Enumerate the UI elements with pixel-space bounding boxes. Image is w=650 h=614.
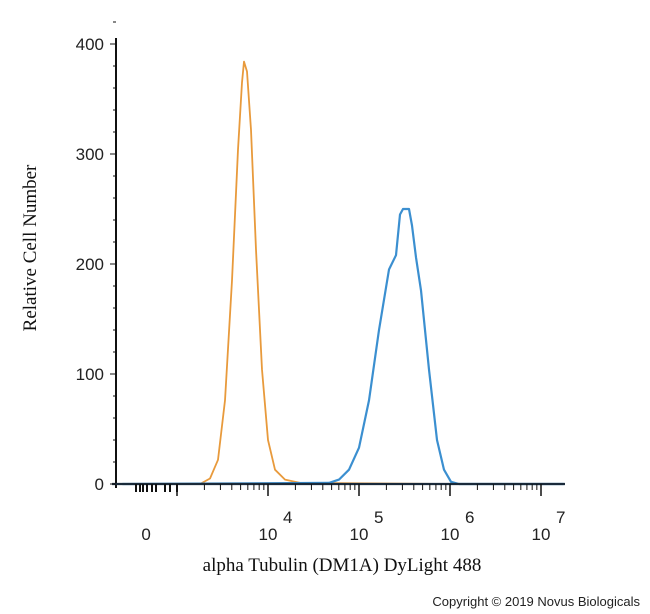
y-tick-label: 300 xyxy=(76,145,104,164)
y-tick-label: 400 xyxy=(76,35,104,54)
y-tick-label: 200 xyxy=(76,255,104,274)
y-axis-title: Relative Cell Number xyxy=(20,164,41,331)
x-tick-label: 10 xyxy=(441,525,460,544)
copyright-text: Copyright © 2019 Novus Biologicals xyxy=(432,594,640,609)
y-tick-label: 100 xyxy=(76,365,104,384)
x-tick-exponent: 6 xyxy=(465,508,474,527)
x-tick-label: 10 xyxy=(259,525,278,544)
x-tick-exponent: 7 xyxy=(556,508,565,527)
x-tick-label: 10 xyxy=(350,525,369,544)
series-line-1 xyxy=(122,207,564,486)
series-layer xyxy=(122,60,564,486)
axes-layer xyxy=(110,21,565,496)
labels-layer: 0 100 200 300 400 0 10 4 10 5 10 6 10 7 xyxy=(76,35,566,544)
x-tick-label: 0 xyxy=(141,525,150,544)
series-line-0 xyxy=(122,60,451,485)
y-tick-label: 0 xyxy=(95,475,104,494)
x-tick-exponent: 4 xyxy=(283,508,292,527)
x-tick-label: 10 xyxy=(532,525,551,544)
x-axis-title: alpha Tubulin (DM1A) DyLight 488 xyxy=(203,555,482,576)
x-tick-exponent: 5 xyxy=(374,508,383,527)
